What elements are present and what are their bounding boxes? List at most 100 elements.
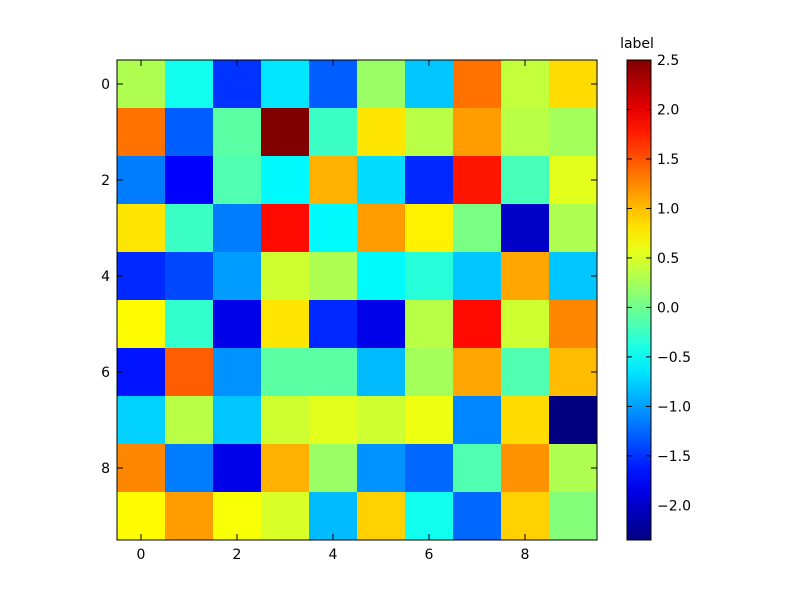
heatmap-cell [453,300,502,349]
heatmap-cell [309,60,358,109]
colorbar: −2.0 −1.5 −1.0 −0.5 0.0 0.5 1.0 1.5 2.0 2.5 label [620,36,691,541]
x-tick-label: 2 [233,547,242,563]
colorbar-tick-label: 2.0 [657,102,679,118]
heatmap-cell [309,156,358,205]
heatmap-cell [549,348,598,397]
heatmap-cell [405,108,454,157]
y-axis: 0 2 4 6 8 [101,77,597,477]
heatmap-cell [117,396,166,445]
heatmap-cell [357,156,406,205]
colorbar-tick-label: 1.0 [657,201,679,217]
heatmap-cell [549,396,598,445]
heatmap-cell [309,108,358,157]
colorbar-gradient [626,59,652,541]
heatmap-cell [357,492,406,541]
heatmap-cell [501,348,550,397]
heatmap-cell [549,204,598,253]
heatmap-cell [165,444,214,493]
heatmap-cell [501,444,550,493]
heatmap-cell [453,396,502,445]
plot-frame [116,59,598,541]
heatmap-cell [261,444,310,493]
heatmap-cell [213,444,262,493]
heatmap-cell [453,204,502,253]
colorbar-tick-label: 0.0 [657,300,679,316]
heatmap-cell [453,156,502,205]
heatmap-cell [213,396,262,445]
colorbar-tick-label: −0.5 [657,350,691,366]
heatmap-cell [453,444,502,493]
heatmap-cell [309,396,358,445]
heatmap-cell [117,204,166,253]
colorbar-tick-label: −1.0 [657,399,691,415]
heatmap-cell [453,108,502,157]
heatmap-cell [261,108,310,157]
heatmap-cell [501,108,550,157]
heatmap-cell [405,444,454,493]
heatmap-cell [165,252,214,301]
heatmap-cell [357,204,406,253]
colorbar-ticks: −2.0 −1.5 −1.0 −0.5 0.0 0.5 1.0 1.5 2.0 2.5 [627,53,691,514]
heatmap-cell [357,108,406,157]
heatmap-cell [357,396,406,445]
heatmap-cell [549,492,598,541]
colorbar-label: label [620,36,654,52]
heatmap-cell [549,108,598,157]
heatmap-cell [165,108,214,157]
heatmap-cell [213,348,262,397]
heatmap-cell [213,252,262,301]
heatmap-cell [405,300,454,349]
heatmap-cell [117,108,166,157]
heatmap-cells [117,60,598,541]
colorbar-tick-label: 2.5 [657,53,679,69]
heatmap-cell [165,348,214,397]
heatmap-cell [261,396,310,445]
heatmap-cell [309,348,358,397]
colorbar-tick-label: 0.5 [657,251,679,267]
heatmap-cell [309,252,358,301]
heatmap-cell [453,252,502,301]
heatmap-cell [117,492,166,541]
heatmap-cell [501,252,550,301]
heatmap-cell [501,300,550,349]
heatmap-cell [261,60,310,109]
heatmap-cell [501,156,550,205]
heatmap-cell [309,204,358,253]
heatmap-cell [117,252,166,301]
heatmap-cell [165,204,214,253]
heatmap-cell [405,348,454,397]
colorbar-tick-label: −1.5 [657,449,691,465]
heatmap-cell [501,60,550,109]
heatmap-cell [165,492,214,541]
heatmap-cell [309,492,358,541]
heatmap-cell [309,300,358,349]
y-tick-label: 6 [101,365,110,381]
heatmap-cell [309,444,358,493]
heatmap-cell [117,300,166,349]
heatmap-cell [117,60,166,109]
heatmap-cell [117,348,166,397]
heatmap-cell [549,300,598,349]
heatmap-cell [549,252,598,301]
heatmap-cell [357,444,406,493]
heatmap-cell [501,396,550,445]
heatmap-cell [213,492,262,541]
heatmap-cell [453,492,502,541]
heatmap-cell [261,156,310,205]
heatmap-cell [261,492,310,541]
heatmap-cell [453,60,502,109]
heatmap-cell [501,204,550,253]
heatmap-cell [165,300,214,349]
y-tick-label: 2 [101,173,110,189]
heatmap-cell [549,156,598,205]
x-tick-label: 0 [137,547,146,563]
heatmap-cell [357,300,406,349]
heatmap-cell [357,252,406,301]
heatmap-cell [261,348,310,397]
heatmap-cell [213,300,262,349]
heatmap-cell [165,156,214,205]
y-tick-label: 4 [101,269,110,285]
heatmap-cell [261,300,310,349]
